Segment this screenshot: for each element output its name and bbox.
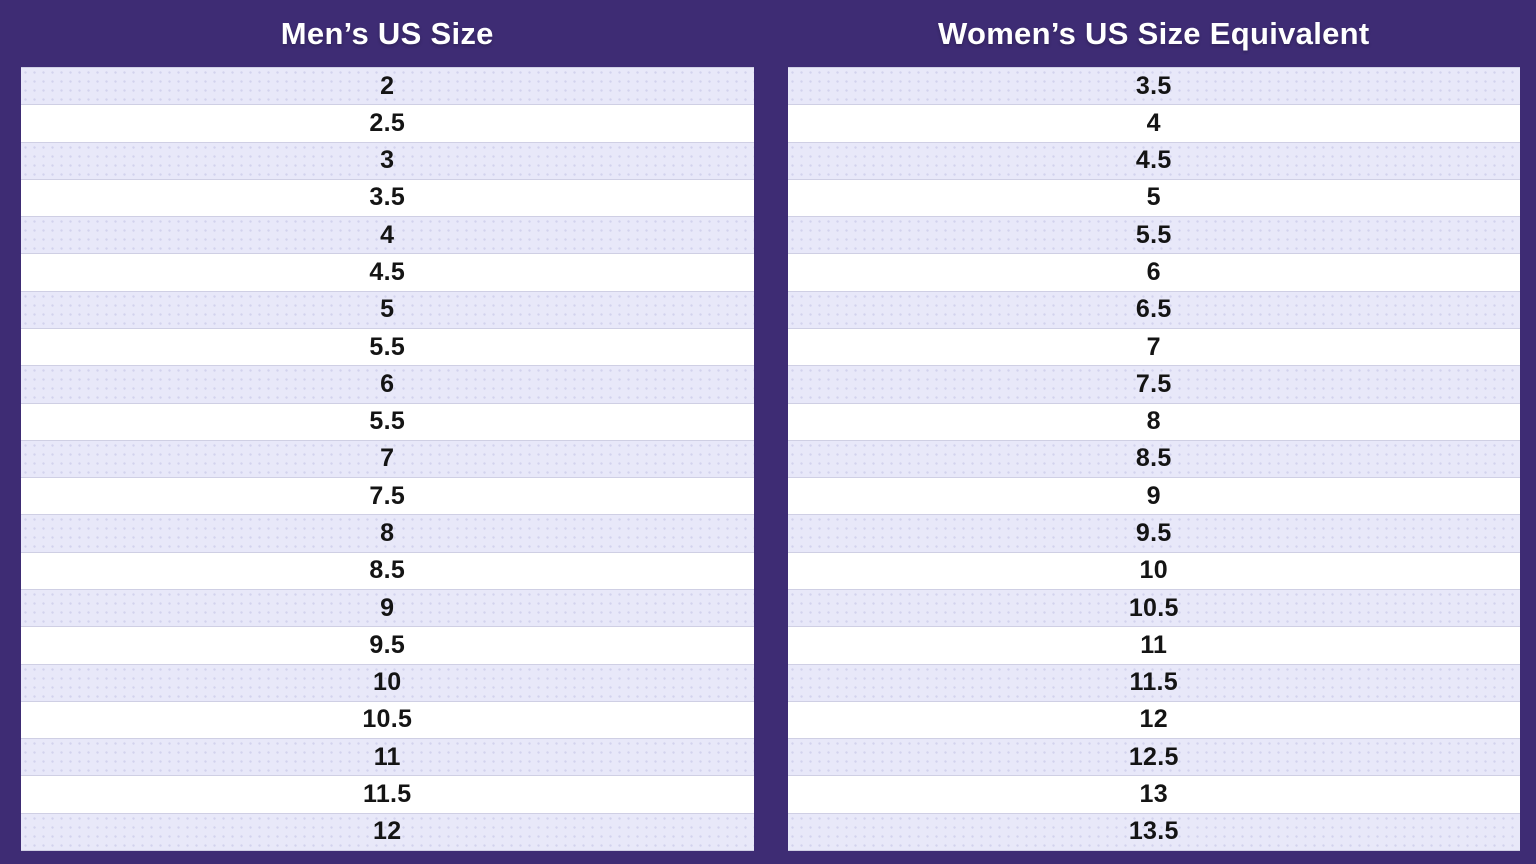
- table-row: 9: [787, 478, 1520, 515]
- table-row: 9: [21, 588, 754, 628]
- table-row: 12.5: [787, 738, 1520, 777]
- table-row: 11.5: [787, 663, 1520, 702]
- table-row: 7: [21, 439, 754, 479]
- table-row: 2: [21, 67, 754, 106]
- table-row: 8.5: [21, 552, 754, 589]
- table-row: 8: [21, 514, 754, 553]
- table-row: 4: [21, 216, 754, 255]
- table-row: 3: [21, 141, 754, 180]
- table-row: 7.5: [21, 478, 754, 515]
- womens-size-header: Women’s US Size Equivalent: [937, 15, 1370, 51]
- table-row: 3.5: [21, 179, 754, 217]
- table-row: 4.5: [21, 254, 754, 291]
- table-row: 5: [787, 179, 1520, 217]
- table-row: 8: [787, 403, 1520, 440]
- table-row: 6: [21, 365, 754, 404]
- table-row: 9.5: [21, 627, 754, 664]
- mens-size-header: Men’s US Size: [280, 15, 494, 51]
- womens-size-rows: 3.5 4 4.5 5 5.5 6 6.5 7 7.5 8 8.5 9 9.5 10 10.5 11 11.5 1…: [787, 67, 1520, 851]
- mens-size-column: Men’s US Size 2 2.5 3 3.5 4 4.5 5 5.5 6 5.5 7 7.5 8 8…: [21, 0, 754, 864]
- table-row: 5.5: [21, 403, 754, 440]
- table-row: 8.5: [787, 439, 1520, 479]
- table-row: 11.5: [21, 776, 754, 813]
- table-row: 10.5: [787, 588, 1520, 628]
- table-row: 5.5: [787, 216, 1520, 255]
- table-row: 9.5: [787, 514, 1520, 553]
- womens-size-column: Women’s US Size Equivalent 3.5 4 4.5 5 5.5 6 6…: [787, 0, 1520, 864]
- table-row: 10.5: [21, 701, 754, 739]
- table-row: 10: [787, 552, 1520, 589]
- mens-size-rows: 2 2.5 3 3.5 4 4.5 5 5.5 6 5.5 7 7.5 8 8.5 9 9.5 10 10.5 11…: [21, 67, 754, 851]
- table-row: 13: [787, 776, 1520, 813]
- table-row: 6.5: [787, 290, 1520, 329]
- table-row: 4: [787, 105, 1520, 142]
- table-row: 2.5: [21, 105, 754, 142]
- table-row: 3.5: [787, 67, 1520, 106]
- table-row: 13.5: [787, 812, 1520, 851]
- table-row: 11: [21, 738, 754, 777]
- table-row: 5: [21, 290, 754, 329]
- table-row: 12: [787, 701, 1520, 739]
- table-row: 12: [21, 812, 754, 851]
- table-row: 11: [787, 627, 1520, 664]
- table-row: 7: [787, 328, 1520, 366]
- table-row: 4.5: [787, 141, 1520, 180]
- table-row: 7.5: [787, 365, 1520, 404]
- table-row: 10: [21, 663, 754, 702]
- table-row: 5.5: [21, 328, 754, 366]
- table-row: 6: [787, 254, 1520, 291]
